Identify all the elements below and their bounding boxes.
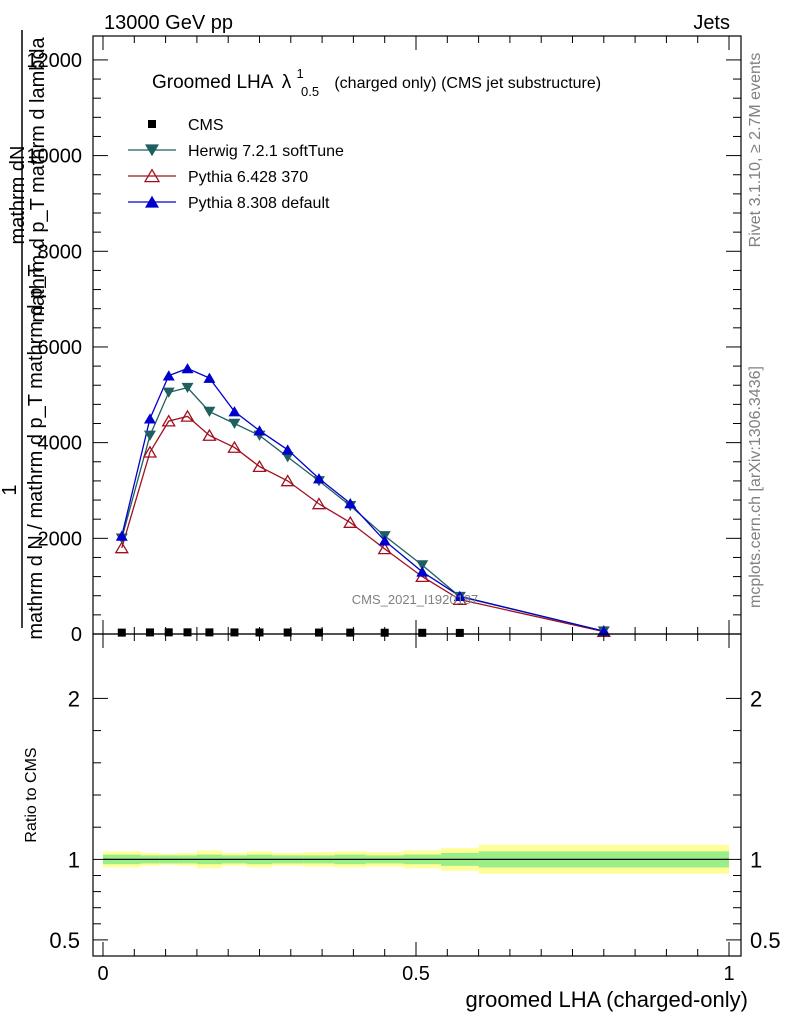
y-tick-label: 6000: [38, 337, 83, 359]
data-point-cms: [455, 628, 464, 637]
legend-label: Pythia 6.428 370: [188, 169, 308, 186]
ylabel-bottom: mathrm d N / mathrm d p_T mathrm d p_T: [25, 264, 47, 639]
data-point-2: [280, 474, 295, 487]
side-note-bottom: mcplots.cern.ch [arXiv:1306.3436]: [747, 366, 764, 608]
ratio-y-axis: 0.5 0.5 1 1 2 2: [49, 686, 780, 953]
data-point-cms: [380, 628, 389, 637]
legend-label: CMS: [188, 117, 224, 134]
ratio-y-tick-label-right: 1: [750, 847, 762, 872]
y-tick-label: 4000: [38, 433, 83, 455]
ratio-plot-area: [103, 844, 729, 874]
legend-marker: [143, 168, 161, 183]
title-prefix: Groomed LHA: [152, 72, 274, 93]
data-point-3: [228, 406, 241, 417]
data-point-1: [181, 382, 194, 394]
ylabel-top2: mathrm d p_T mathrm d lambda: [27, 36, 49, 322]
data-point-cms: [283, 628, 292, 637]
title-sub: 0.5: [301, 84, 319, 99]
data-point-cms: [117, 628, 126, 637]
legend-marker: [145, 144, 159, 157]
data-point-3: [181, 363, 194, 374]
data-point-1: [203, 406, 216, 417]
x-axis-label: groomed LHA (charged-only): [466, 987, 748, 1012]
side-note-top: Rivet 3.1.10, ≥ 2.7M events: [747, 53, 764, 248]
data-point-1: [281, 452, 294, 463]
data-point-3: [344, 497, 357, 509]
data-point-2: [161, 414, 176, 427]
data-point-2: [377, 542, 392, 555]
data-point-2: [311, 497, 327, 510]
x-tick-label: 0: [97, 963, 108, 985]
legend-marker: [148, 120, 156, 128]
data-point-2: [252, 459, 267, 473]
y-tick-label: 0: [71, 624, 82, 646]
ratio-y-tick-label: 2: [68, 686, 80, 711]
title-suffix: (charged only) (CMS jet substructure): [334, 75, 601, 92]
data-point-cms: [418, 628, 427, 637]
data-point-2: [227, 440, 242, 453]
legend-label: Herwig 7.2.1 softTune: [188, 143, 344, 160]
data-point-cms: [205, 628, 214, 637]
ratio-y-tick-label: 0.5: [49, 928, 80, 953]
legend: CMS Herwig 7.2.1 softTune Pythia 6.428 370…: [128, 117, 344, 212]
main-y-axis: 0 2000 4000 6000 8000 10000 12000: [26, 36, 741, 646]
energy-label: 13000 GeV pp: [104, 12, 233, 34]
process-label: Jets: [693, 12, 730, 34]
main-y-label: mathrm dN mathrm d p_T mathrm d lambda 1…: [0, 30, 49, 640]
data-point-3: [416, 566, 429, 577]
legend-marker: [145, 195, 159, 208]
x-tick-label: 0.5: [402, 963, 430, 985]
x-tick-label: 1: [723, 963, 734, 985]
legend-label: Pythia 8.308 default: [188, 195, 330, 212]
data-point-2: [114, 541, 129, 554]
ylabel-one: 1: [0, 484, 21, 495]
ratio-y-tick-label-right: 2: [750, 686, 762, 711]
ratio-y-tick-label-right: 0.5: [750, 928, 781, 953]
data-point-cms: [145, 628, 154, 637]
main-plot-area: [114, 363, 611, 638]
ylabel-top: mathrm dN: [7, 146, 29, 245]
y-tick-label: 10000: [26, 146, 82, 168]
data-point-cms: [164, 628, 173, 637]
title-symbol: λ: [282, 72, 292, 93]
title-sup: 1: [296, 66, 303, 81]
ratio-y-tick-label: 1: [68, 847, 80, 872]
data-point-3: [597, 625, 610, 636]
data-point-cms: [346, 628, 355, 637]
data-point-cms: [230, 628, 239, 637]
data-point-cms: [183, 628, 192, 637]
data-point-1: [143, 430, 156, 441]
plot-title: Groomed LHA λ 1 0.5 (charged only) (CMS …: [152, 62, 601, 101]
data-point-3: [115, 530, 128, 541]
data-point-2: [343, 515, 358, 528]
watermark: CMS_2021_I1920187: [352, 592, 479, 607]
data-point-2: [142, 445, 158, 458]
data-point-3: [378, 535, 391, 546]
data-point-1: [162, 387, 175, 398]
y-tick-label: 8000: [38, 241, 83, 263]
data-point-3: [143, 413, 156, 424]
data-point-3: [253, 425, 266, 436]
data-point-2: [202, 428, 217, 441]
data-point-3: [453, 590, 466, 602]
y-tick-label: 2000: [38, 528, 83, 550]
series-line-3: [121, 367, 604, 632]
data-point-3: [281, 444, 294, 455]
ratio-plot-frame: [92, 633, 742, 957]
data-point-1: [228, 418, 241, 429]
data-point-1: [416, 560, 429, 571]
data-point-2: [180, 409, 195, 422]
data-point-3: [203, 372, 216, 383]
y-tick-label: 12000: [26, 50, 82, 72]
data-point-3: [162, 370, 175, 381]
ratio-x-axis: 0 0.5 1: [97, 634, 735, 985]
data-point-3: [312, 473, 325, 484]
data-point-cms: [255, 628, 264, 637]
ratio-y-label: Ratio to CMS: [23, 747, 40, 842]
data-point-cms: [314, 628, 323, 637]
